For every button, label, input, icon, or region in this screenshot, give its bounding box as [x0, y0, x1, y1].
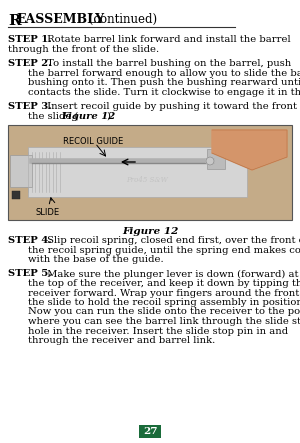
Text: where you can see the barrel link through the slide stop: where you can see the barrel link throug… [28, 317, 300, 326]
Text: STEP 4.: STEP 4. [8, 236, 52, 245]
Text: EASSEMBLY: EASSEMBLY [16, 13, 104, 26]
Text: To install the barrel bushing on the barrel, push: To install the barrel bushing on the bar… [44, 59, 291, 68]
Text: through the front of the slide.: through the front of the slide. [8, 44, 159, 54]
Text: receiver forward. Wrap your fingers around the front of: receiver forward. Wrap your fingers arou… [28, 288, 300, 298]
Text: Figure 12: Figure 12 [122, 227, 178, 236]
Bar [207, 149, 225, 169]
Text: ).: ). [106, 112, 113, 120]
Text: Pro45 S&W: Pro45 S&W [126, 176, 168, 184]
Bar [10, 155, 32, 187]
Text: SLIDE: SLIDE [36, 208, 60, 217]
Text: Figure 12: Figure 12 [61, 112, 115, 120]
Bar [8, 125, 292, 220]
Text: Insert recoil guide by pushing it toward the front of: Insert recoil guide by pushing it toward… [44, 102, 300, 111]
Text: the top of the receiver, and keep it down by tipping the: the top of the receiver, and keep it dow… [28, 279, 300, 288]
Text: Make sure the plunger lever is down (forward) at: Make sure the plunger lever is down (for… [44, 269, 298, 279]
Bar [28, 147, 247, 197]
Text: RECOIL GUIDE: RECOIL GUIDE [63, 137, 123, 146]
Text: STEP 2.: STEP 2. [8, 59, 52, 68]
Bar [139, 425, 161, 438]
Text: the barrel forward enough to allow you to slide the barrel: the barrel forward enough to allow you t… [28, 69, 300, 78]
Bar [12, 191, 20, 199]
Text: STEP 5.: STEP 5. [8, 269, 52, 279]
Text: (continued): (continued) [85, 13, 157, 26]
Text: bushing onto it. Then push the bushing rearward until it: bushing onto it. Then push the bushing r… [28, 78, 300, 87]
Text: hole in the receiver. Insert the slide stop pin in and: hole in the receiver. Insert the slide s… [28, 326, 288, 335]
Text: the recoil spring guide, until the spring end makes contact: the recoil spring guide, until the sprin… [28, 245, 300, 254]
Text: the slide (: the slide ( [28, 112, 78, 120]
Text: with the base of the guide.: with the base of the guide. [28, 255, 164, 264]
Text: R: R [8, 14, 21, 28]
Circle shape [206, 157, 214, 165]
Text: the slide to hold the recoil spring assembly in position.: the slide to hold the recoil spring asse… [28, 298, 300, 307]
Polygon shape [212, 130, 287, 170]
Text: Slip recoil spring, closed end first, over the front of: Slip recoil spring, closed end first, ov… [44, 236, 300, 245]
Text: STEP 3.: STEP 3. [8, 102, 52, 111]
Text: contacts the slide. Turn it clockwise to engage it in the slide.: contacts the slide. Turn it clockwise to… [28, 88, 300, 97]
Text: Rotate barrel link forward and install the barrel: Rotate barrel link forward and install t… [44, 35, 291, 44]
Text: through the receiver and barrel link.: through the receiver and barrel link. [28, 336, 215, 345]
Text: 27: 27 [143, 427, 157, 436]
Text: Now you can run the slide onto the receiver to the point: Now you can run the slide onto the recei… [28, 307, 300, 316]
Text: STEP 1.: STEP 1. [8, 35, 52, 44]
